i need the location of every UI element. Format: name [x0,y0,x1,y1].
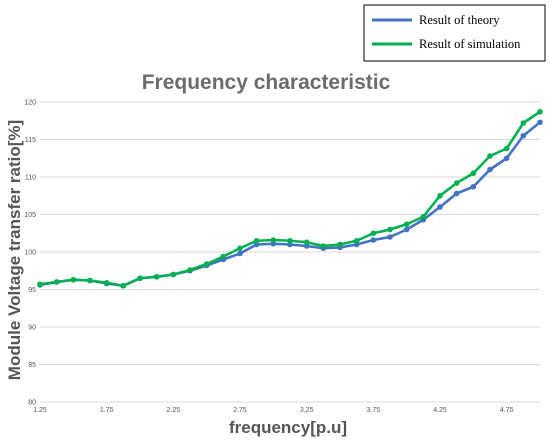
x-tick-label: 3.25 [300,407,314,414]
data-point [103,279,110,286]
data-point [187,267,193,273]
legend: Result of theory Result of simulation [363,4,546,62]
data-point [403,226,410,233]
x-tick-label: 4.75 [500,407,514,414]
data-point [253,237,260,244]
data-point [220,253,227,260]
series-simulation [37,108,543,289]
data-point [53,279,60,285]
data-point [453,190,460,197]
y-tick-labels: 80 85 90 95 100 105 110 115 120 [24,100,36,407]
data-point [137,275,143,282]
y-tick-label: 95 [28,287,36,294]
series-group [37,108,543,289]
data-point [520,132,527,139]
data-point [537,108,543,115]
data-point [153,273,160,280]
data-point [270,237,277,243]
data-point [37,281,43,288]
data-point [237,250,243,257]
series-theory [37,119,543,289]
data-point [470,170,477,177]
series-line [39,110,541,288]
y-tick-label: 115 [25,137,36,144]
x-tick-label: 2.75 [233,407,247,414]
data-point [470,183,477,190]
legend-label-simulation: Result of simulation [419,37,521,51]
series-line [39,121,541,288]
x-tick-label: 2.25 [167,407,181,414]
data-point [520,120,527,126]
y-tick-label: 105 [24,212,36,219]
data-point [87,277,93,284]
data-point [437,192,443,199]
y-tick-label: 85 [28,362,36,369]
data-point [420,213,427,220]
y-tick-label: 90 [28,325,36,332]
y-tick-label: 120 [24,100,36,107]
data-point [287,237,293,244]
data-point [353,237,360,244]
data-point [487,153,493,159]
x-tick-label: 1.75 [100,407,114,414]
data-point [120,282,127,289]
data-point [303,239,310,246]
data-point [403,221,410,228]
x-tick-label: 3.75 [367,407,381,414]
data-point [387,226,393,233]
data-point [203,261,210,267]
data-point [537,119,543,126]
x-tick-label: 1.25 [33,407,47,414]
x-tick-labels: 1.25 1.75 2.25 2.75 3.25 3.75 4.25 4.75 [33,407,513,414]
data-point [503,155,510,162]
data-point [453,180,460,186]
data-point [370,237,377,243]
data-point [320,243,327,249]
y-tick-label: 80 [28,400,36,407]
y-tick-label: 100 [24,250,36,257]
data-point [337,241,343,248]
data-point [70,276,77,283]
legend-box [363,4,546,62]
data-point [487,166,493,173]
data-point [370,230,377,237]
data-point [170,271,177,278]
chart-title: Frequency characteristic [142,71,391,94]
data-point [237,245,243,252]
legend-label-theory: Result of theory [419,13,500,27]
x-tick-label: 4.25 [433,407,447,414]
gridlines [40,101,540,403]
y-tick-label: 110 [25,175,36,182]
x-axis-label: frequency[p.u] [229,418,347,437]
data-point [387,234,393,240]
y-axis-label: Module Voltage transfer ratio[%] [5,120,24,380]
data-point [437,204,443,210]
data-point [503,145,510,152]
